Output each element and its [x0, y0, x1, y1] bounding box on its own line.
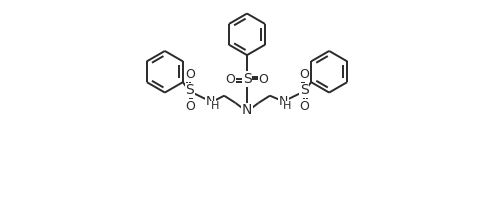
Text: O: O [185, 68, 195, 81]
Text: O: O [225, 73, 235, 85]
Text: H: H [284, 101, 292, 111]
Text: N: N [242, 103, 252, 117]
Text: O: O [259, 73, 269, 85]
Text: S: S [243, 72, 251, 86]
Text: S: S [185, 83, 194, 98]
Text: N: N [206, 95, 215, 108]
Text: H: H [210, 101, 219, 111]
Text: S: S [300, 83, 309, 98]
Text: O: O [185, 100, 195, 113]
Text: O: O [299, 68, 309, 81]
Text: N: N [279, 95, 288, 108]
Text: O: O [299, 100, 309, 113]
